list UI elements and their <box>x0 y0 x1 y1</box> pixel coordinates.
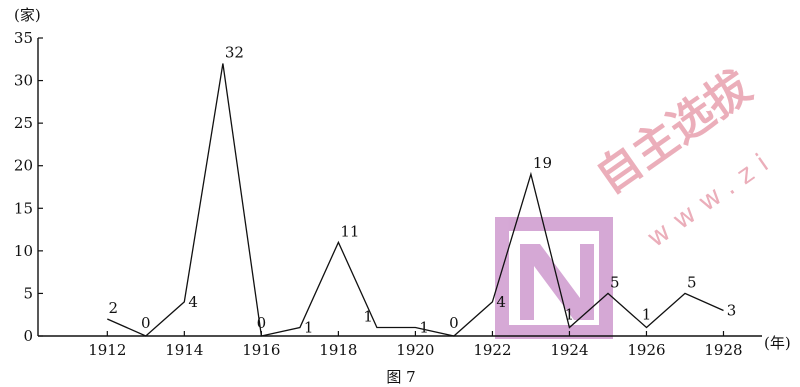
y-tick-label: 20 <box>14 157 33 175</box>
x-tick-label: 1918 <box>319 341 357 359</box>
y-tick-label: 25 <box>14 114 33 132</box>
x-tick-label: 1912 <box>88 341 126 359</box>
x-tick-label: 1922 <box>473 341 511 359</box>
data-label: 1 <box>419 318 429 336</box>
x-tick-label: 1920 <box>396 341 434 359</box>
data-label: 4 <box>188 293 198 311</box>
data-label: 1 <box>363 307 373 325</box>
x-tick-label: 1928 <box>704 341 742 359</box>
data-label: 32 <box>225 44 244 62</box>
data-label: 0 <box>257 314 267 332</box>
data-label: 1 <box>565 305 575 323</box>
x-tick-label: 1926 <box>627 341 665 359</box>
y-tick-label: 15 <box>14 199 33 217</box>
data-label: 1 <box>642 305 652 323</box>
y-tick-label: 10 <box>14 242 33 260</box>
data-label: 2 <box>109 299 119 317</box>
data-label: 19 <box>533 154 552 172</box>
x-axis-ticks: 1912 1914 1916 1918 1920 1922 1924 1926 1928 <box>88 331 743 359</box>
data-label: 5 <box>687 273 697 291</box>
y-axis-label: (家) <box>14 6 41 24</box>
data-label: 4 <box>496 293 506 311</box>
x-axis-label: (年) <box>764 334 791 352</box>
data-label: 5 <box>610 273 620 291</box>
data-label: 0 <box>449 314 459 332</box>
y-tick-label: 0 <box>23 327 33 345</box>
y-tick-label: 5 <box>23 284 33 302</box>
y-tick-label: 35 <box>14 29 33 47</box>
y-tick-label: 30 <box>14 72 33 90</box>
x-tick-label: 1916 <box>242 341 280 359</box>
y-axis-ticks: 0 5 10 15 20 25 30 35 <box>14 29 43 345</box>
data-label: 3 <box>727 301 737 319</box>
series-line <box>107 63 724 337</box>
figure-caption: 图 7 <box>386 368 415 386</box>
watermark: 自主选拔 www.zi <box>495 61 782 339</box>
data-label: 11 <box>340 222 359 240</box>
watermark-logo <box>495 217 613 339</box>
x-tick-label: 1924 <box>550 341 588 359</box>
data-label: 1 <box>304 318 314 336</box>
data-label: 0 <box>141 314 151 332</box>
x-tick-label: 1914 <box>165 341 203 359</box>
